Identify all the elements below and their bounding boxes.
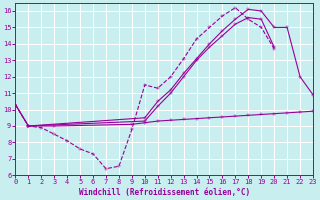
X-axis label: Windchill (Refroidissement éolien,°C): Windchill (Refroidissement éolien,°C) xyxy=(79,188,250,197)
